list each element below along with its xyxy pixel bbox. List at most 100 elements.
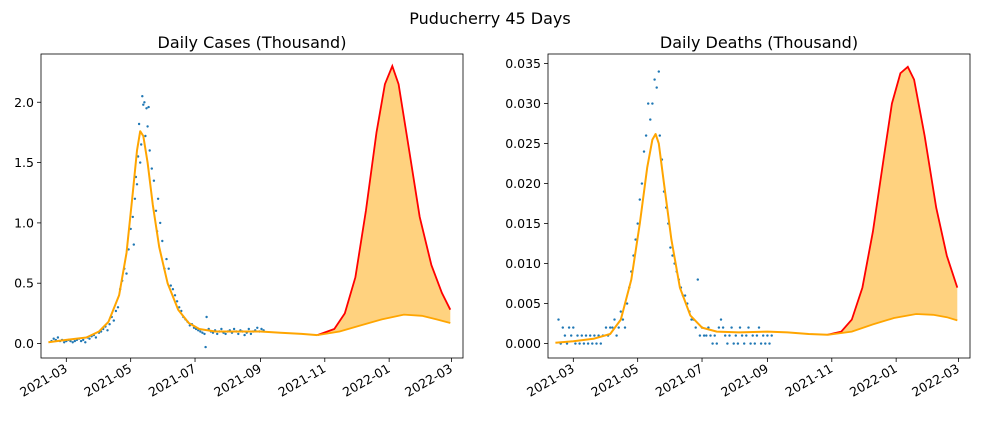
data-point [249,332,253,336]
data-point [638,198,641,201]
x-tick-label: 2021-11 [276,361,329,400]
data-point [640,182,644,185]
x-tick-label: 2021-09 [718,361,771,400]
data-point [615,334,618,337]
data-point [719,318,723,321]
data-point [73,339,77,343]
data-point [114,309,118,313]
data-point [671,254,674,257]
data-point [609,326,612,329]
data-point [567,326,571,329]
data-point [62,341,66,344]
y-tick-label: 0.5 [14,276,34,291]
data-point [156,197,160,200]
data-point [576,334,579,337]
data-point [133,197,137,200]
data-point [69,339,72,343]
projection-upper-line [827,65,959,336]
y-tick-label: 2.0 [14,95,34,110]
data-point [644,134,648,137]
data-point [136,155,140,158]
fit-line [48,130,318,344]
data-point [561,326,564,329]
data-point [647,102,650,105]
x-tick-label: 2022-03 [402,361,455,400]
data-point [721,326,725,329]
data-point [582,342,586,345]
data-point [132,243,135,246]
data-point [203,332,206,336]
data-point [728,334,731,337]
x-tick-label: 2021-07 [146,361,199,400]
data-point [636,222,639,225]
y-tick-label: 0.025 [505,136,541,151]
data-point [260,327,263,331]
data-point [563,334,567,337]
data-point [743,342,746,345]
data-point [599,342,602,345]
data-point [106,329,109,332]
data-point [243,333,246,337]
data-point [747,326,750,329]
data-point [653,78,656,81]
data-point [694,326,697,329]
data-point [768,342,771,345]
data-point [56,336,60,339]
data-point [574,342,577,345]
y-tick-label: 0.005 [505,296,541,311]
data-point [580,334,583,337]
x-tick-label: 2021-05 [588,361,641,400]
data-point [161,239,164,243]
y-tick-label: 0.035 [505,56,541,71]
data-point [135,183,139,186]
data-point [611,326,614,329]
data-point [649,118,652,121]
data-point [557,318,560,321]
data-point [730,326,733,329]
x-tick-label: 2021-11 [783,361,836,400]
data-point [736,342,740,345]
data-point [116,306,120,309]
data-point [751,334,754,337]
data-point [178,306,181,309]
data-point [171,288,175,291]
data-point [256,326,259,329]
data-point [762,334,765,337]
data-point [726,342,729,345]
data-point [127,248,130,251]
data-point [713,334,716,337]
data-point [154,209,158,212]
data-point [140,143,143,146]
data-point [604,326,608,329]
projection-band [827,66,958,335]
data-point [753,342,756,345]
data-point [205,315,208,319]
data-point [199,330,202,333]
data-point [745,334,748,337]
data-point [148,149,151,152]
data-point [247,327,250,331]
data-point [125,272,128,275]
data-point [764,342,767,345]
data-point [589,334,592,337]
data-point [144,134,147,138]
data-point [570,334,573,337]
y-tick-label: 0.030 [505,96,541,111]
data-point [766,334,769,337]
data-point [593,334,596,337]
data-point [71,341,74,344]
data-point [657,70,660,73]
data-point [159,221,162,225]
data-point [142,103,145,106]
data-point [623,326,627,329]
data-point [634,238,637,241]
data-point [732,342,735,345]
data-point [705,334,708,337]
plot-frame [547,53,971,359]
data-point [147,105,150,109]
data-point [740,334,744,337]
data-point [152,179,156,182]
x-tick-label: 2022-03 [909,361,962,400]
projection-upper-line [317,63,452,336]
